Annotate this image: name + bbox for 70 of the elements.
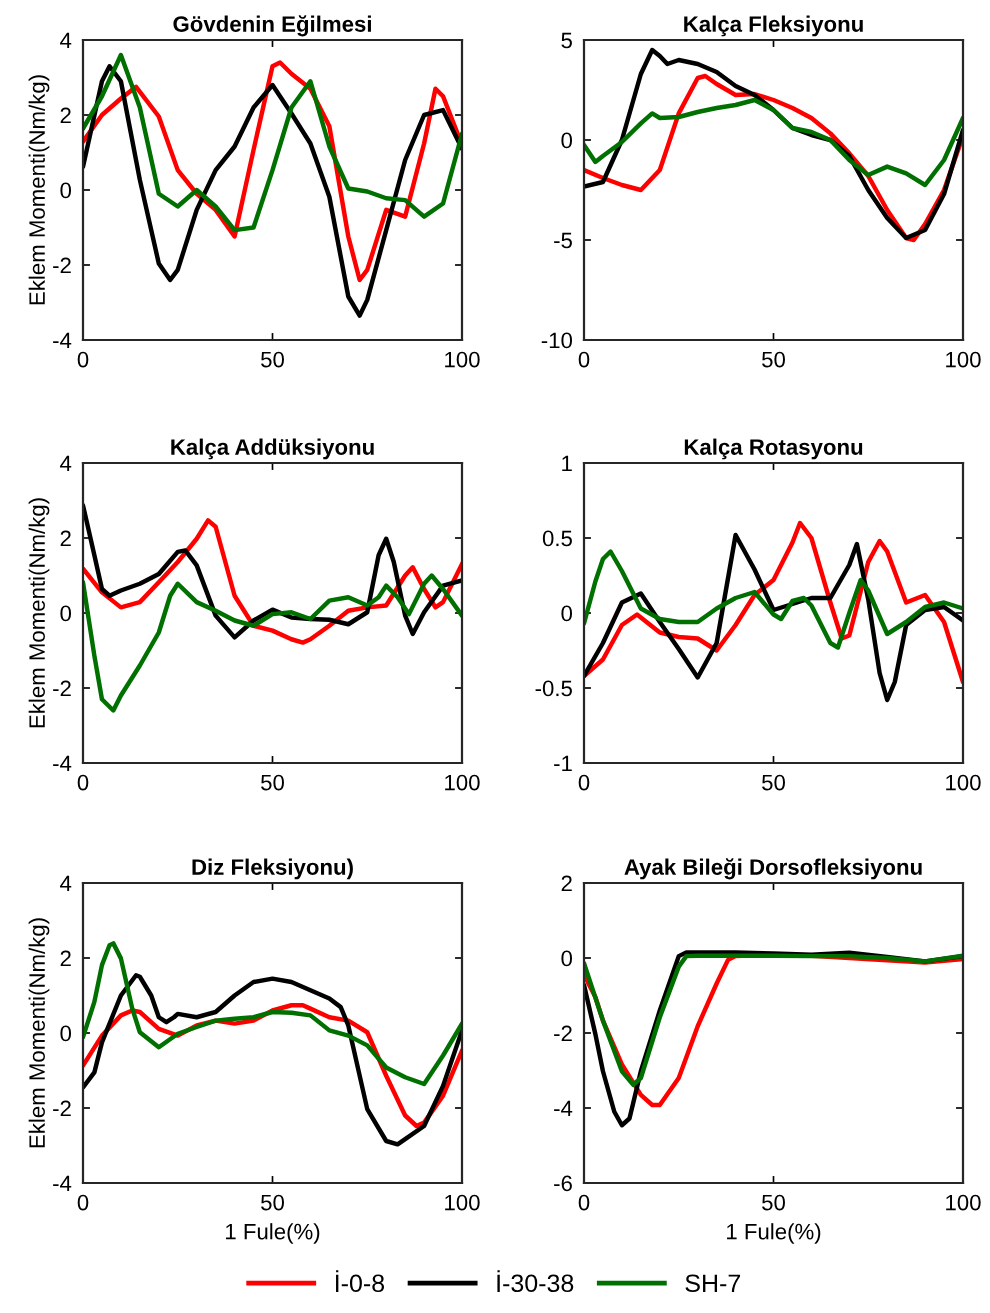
- line-series: [83, 973, 462, 1147]
- y-tick-label: -4: [53, 755, 72, 772]
- y-tick-label: -2: [554, 1025, 572, 1042]
- y-tick-label: 0: [60, 1025, 72, 1042]
- line-series: [584, 532, 963, 703]
- chart-title: Gövdenin Eğilmesi: [173, 15, 371, 37]
- x-tick-label: 100: [946, 1194, 981, 1211]
- y-tick-label: 2: [60, 950, 71, 967]
- x-axis-title: 1 Fule(%): [226, 1223, 320, 1244]
- line-series: [83, 64, 462, 318]
- chart-title: Kalça Fleksiyonu: [684, 15, 863, 37]
- legend-label: İ-0-8: [336, 1270, 385, 1293]
- y-tick-label: -4: [554, 1100, 573, 1117]
- y-tick-label: 4: [60, 455, 72, 472]
- x-tick-label: 0: [578, 774, 590, 791]
- y-tick-label: 4: [60, 875, 72, 892]
- line-series: [584, 97, 963, 188]
- y-tick-label: -1: [554, 755, 572, 772]
- y-tick-label: -4: [53, 1175, 72, 1192]
- y-tick-label: -2: [53, 257, 71, 274]
- legend-label: İ-30-38: [497, 1270, 574, 1293]
- x-tick-label: 50: [261, 351, 284, 368]
- y-tick-label: 0: [60, 605, 72, 622]
- y-tick-label: 0.5: [542, 530, 572, 547]
- x-tick-label: 50: [762, 1194, 785, 1211]
- x-tick-label: 50: [261, 1194, 284, 1211]
- y-tick-label: 0: [561, 605, 573, 622]
- x-tick-label: 100: [445, 1194, 480, 1211]
- y-tick-label: 0: [60, 182, 72, 199]
- y-tick-label: -2: [53, 680, 71, 697]
- line-series: [83, 52, 462, 233]
- x-tick-label: 100: [946, 774, 981, 791]
- y-axis-title: Eklem Momenti(Nm/kg): [28, 918, 50, 1148]
- y-axis-title: Eklem Momenti(Nm/kg): [28, 498, 50, 728]
- x-tick-label: 50: [762, 351, 785, 368]
- line-series: [83, 573, 462, 713]
- y-tick-label: -2: [53, 1100, 71, 1117]
- x-axis-title: 1 Fule(%): [727, 1223, 821, 1244]
- x-tick-label: 100: [445, 351, 480, 368]
- y-tick-label: 5: [561, 32, 572, 49]
- y-tick-label: 0: [561, 132, 573, 149]
- y-tick-label: 2: [60, 107, 71, 124]
- y-tick-label: -4: [53, 332, 72, 349]
- x-tick-label: 0: [77, 774, 89, 791]
- y-tick-label: 0: [561, 950, 573, 967]
- chart-title: Kalça Rotasyonu: [684, 438, 863, 460]
- y-axis-title: Eklem Momenti(Nm/kg): [28, 75, 50, 305]
- line-series: [83, 941, 462, 1087]
- x-tick-label: 0: [77, 1194, 89, 1211]
- y-tick-label: 2: [561, 875, 572, 892]
- y-tick-label: 1: [562, 455, 572, 472]
- x-tick-label: 100: [445, 774, 480, 791]
- chart-title: Ayak Bileği Dorsofleksiyonu: [624, 858, 922, 880]
- y-tick-label: -10: [541, 332, 573, 349]
- chart-title: Kalça Addüksiyonu: [171, 438, 374, 460]
- x-tick-label: 100: [946, 351, 981, 368]
- x-tick-label: 50: [261, 774, 284, 791]
- y-tick-label: -0.5: [535, 680, 572, 697]
- y-tick-label: -6: [554, 1175, 572, 1192]
- y-tick-label: 4: [60, 32, 72, 49]
- line-series: [584, 549, 963, 650]
- x-tick-label: 50: [762, 774, 785, 791]
- x-tick-label: 0: [578, 1194, 590, 1211]
- y-tick-label: -5: [554, 232, 572, 249]
- y-tick-label: 2: [60, 530, 71, 547]
- chart-title: Diz Fleksiyonu): [192, 858, 353, 880]
- legend-label: SH-7: [685, 1274, 741, 1293]
- line-series: [584, 520, 963, 685]
- x-tick-label: 0: [578, 351, 590, 368]
- x-tick-label: 0: [77, 351, 89, 368]
